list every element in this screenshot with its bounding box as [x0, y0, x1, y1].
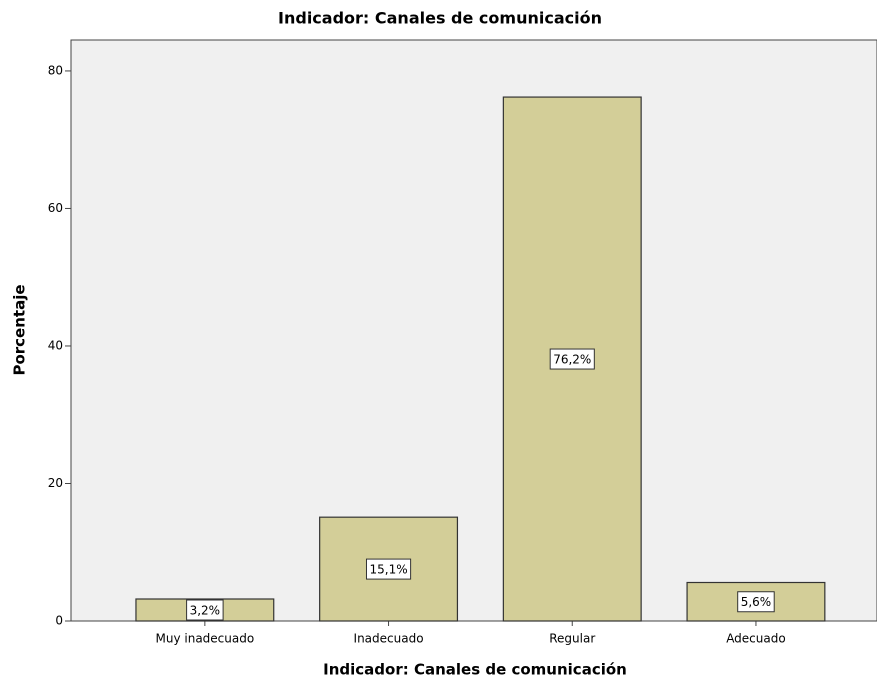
x-tick-label: Regular — [549, 632, 595, 646]
x-tick-label: Adecuado — [726, 632, 786, 646]
chart-title: Indicador: Canales de comunicación — [278, 9, 602, 28]
y-tick-label: 80 — [48, 63, 63, 77]
x-tick-label: Muy inadecuado — [156, 632, 255, 646]
value-label-box — [186, 599, 224, 621]
y-tick-label: 0 — [55, 614, 63, 628]
y-tick-label: 20 — [48, 476, 63, 490]
x-tick-label: Inadecuado — [354, 632, 424, 646]
value-label-box — [365, 558, 412, 580]
value-label: 76,2% — [553, 353, 591, 367]
plot-area — [70, 39, 877, 622]
y-tick-label: 60 — [48, 201, 63, 215]
value-label: 5,6% — [741, 595, 772, 609]
value-label: 3,2% — [190, 603, 221, 617]
y-tick-label: 40 — [48, 338, 63, 352]
value-label-box — [737, 591, 775, 613]
value-label: 15,1% — [369, 563, 407, 577]
value-label-box — [549, 348, 595, 370]
y-axis-title: Porcentaje — [11, 284, 29, 375]
x-axis-title: Indicador: Canales de comunicación — [323, 661, 627, 679]
